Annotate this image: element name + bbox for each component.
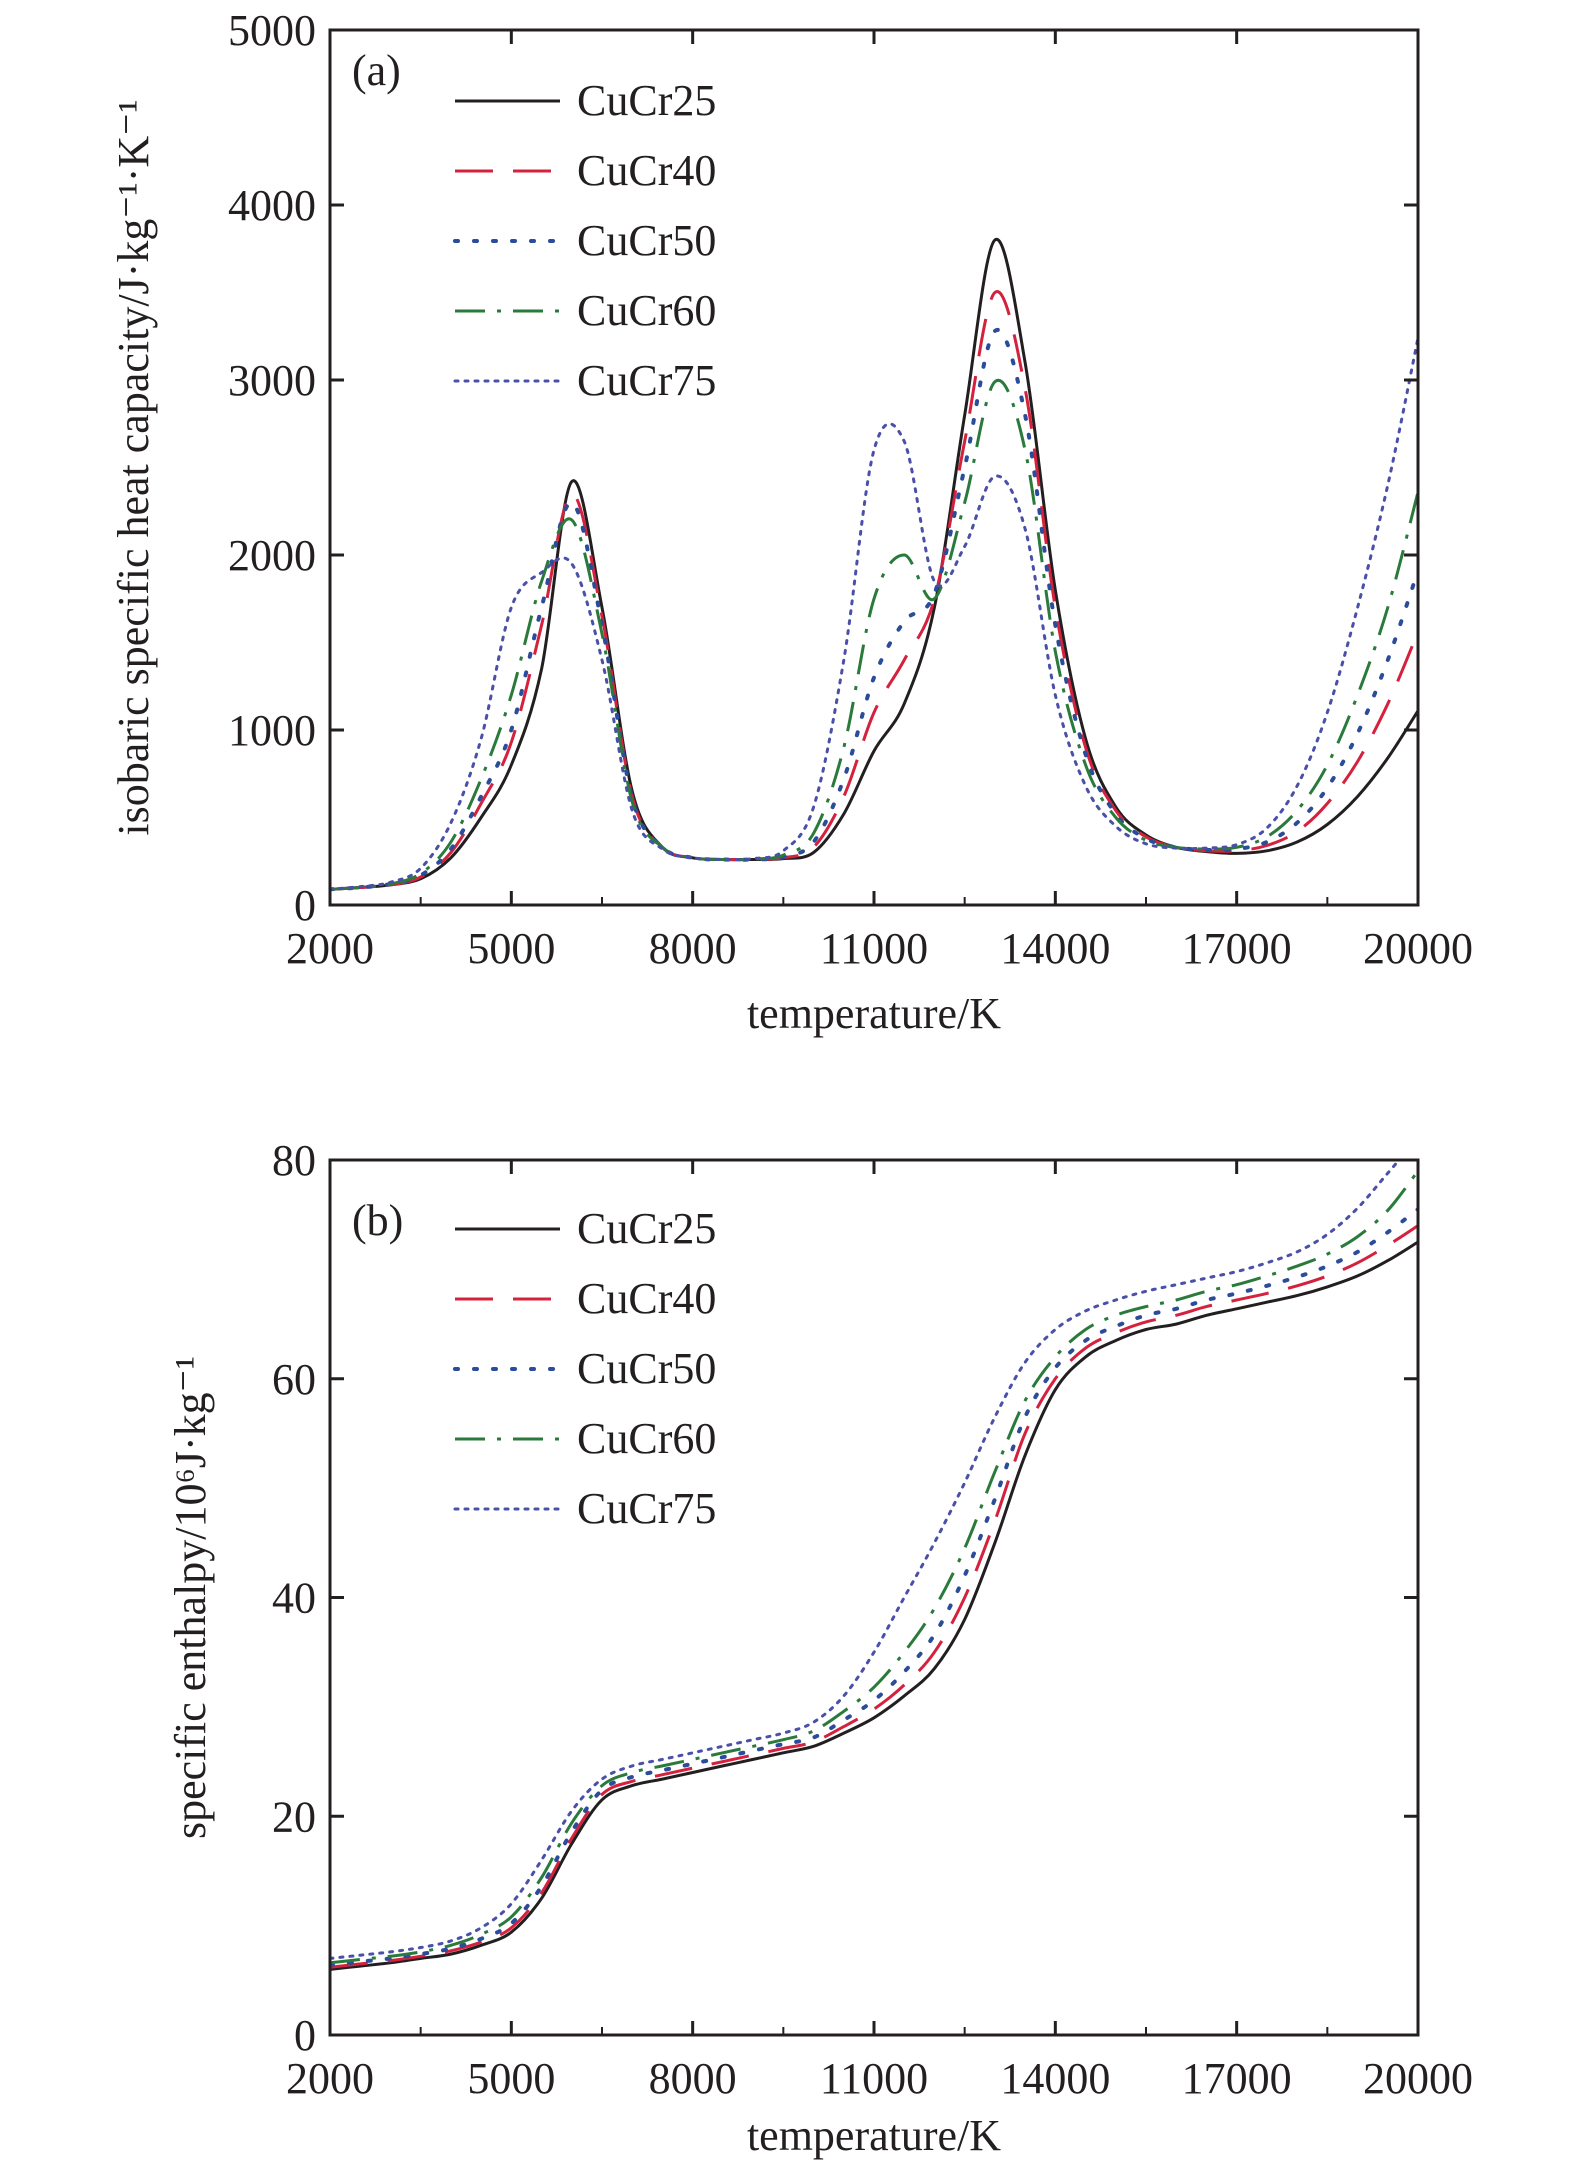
plot-frame	[328, 1158, 1420, 2037]
legend-label-cucr50: CuCr50	[577, 216, 716, 265]
legend-label-cucr40: CuCr40	[577, 1274, 716, 1323]
x-tick-label: 20000	[1363, 2054, 1473, 2103]
x-tick-label: 11000	[820, 2054, 928, 2103]
x-axis-title: temperature/K	[747, 989, 1001, 1038]
y-axis-title: isobaric specific heat capacity/J·kg⁻¹·K…	[109, 99, 158, 835]
y-tick-label: 3000	[228, 356, 316, 405]
plot-frame	[328, 28, 1420, 907]
panel-label: (a)	[352, 46, 401, 95]
y-tick-label: 80	[272, 1136, 316, 1185]
series-line-cucr40	[330, 1224, 1418, 1969]
y-tick-label: 5000	[228, 6, 316, 55]
legend-label-cucr40: CuCr40	[577, 146, 716, 195]
series-line-cucr75	[330, 1160, 1402, 1960]
y-tick-label: 1000	[228, 706, 316, 755]
panel-label: (b)	[352, 1196, 403, 1245]
y-tick-label: 4000	[228, 181, 316, 230]
x-tick-label: 20000	[1363, 924, 1473, 973]
chart-panel-b: 2000 5000 8000 11000 14000 17000 20000 0 20 40 60 8…	[166, 1136, 1473, 2160]
legend-label-cucr25: CuCr25	[577, 76, 716, 125]
chart-panel-a: 2000 5000 8000 11000 14000 17000 20000 0 1000 200…	[109, 6, 1473, 1038]
y-axis-title: specific enthalpy/10⁶J·kg⁻¹	[166, 1356, 215, 1839]
x-tick-label: 11000	[820, 924, 928, 973]
legend-label-cucr25: CuCr25	[577, 1204, 716, 1253]
x-tick-label: 17000	[1182, 924, 1292, 973]
x-tick-label: 17000	[1182, 2054, 1292, 2103]
legend-label-cucr75: CuCr75	[577, 1484, 716, 1533]
series-line-cucr50	[330, 1207, 1418, 1967]
y-tick-label: 0	[294, 2011, 316, 2060]
x-tick-label: 14000	[1000, 924, 1110, 973]
series-line-cucr25	[330, 237, 1418, 891]
y-tick-label: 20	[272, 1792, 316, 1841]
series-line-cucr75	[330, 336, 1418, 891]
x-tick-label: 8000	[649, 2054, 737, 2103]
legend-label-cucr60: CuCr60	[577, 286, 716, 335]
y-tick-label: 0	[294, 881, 316, 930]
x-tick-label: 2000	[286, 2054, 374, 2103]
y-tick-label: 60	[272, 1355, 316, 1404]
x-tick-label: 5000	[467, 2054, 555, 2103]
series-line-cucr40	[330, 290, 1418, 891]
series-line-cucr25	[330, 1240, 1418, 1971]
x-tick-label: 2000	[286, 924, 374, 973]
x-tick-label: 14000	[1000, 2054, 1110, 2103]
y-tick-label: 40	[272, 1574, 316, 1623]
series-line-cucr60	[330, 1169, 1418, 1965]
legend-label-cucr75: CuCr75	[577, 356, 716, 405]
x-tick-label: 8000	[649, 924, 737, 973]
x-axis-title: temperature/K	[747, 2111, 1001, 2160]
x-tick-label: 5000	[467, 924, 555, 973]
series-line-cucr50	[330, 327, 1418, 892]
legend-label-cucr60: CuCr60	[577, 1414, 716, 1463]
series-line-cucr60	[330, 378, 1418, 891]
legend-label-cucr50: CuCr50	[577, 1344, 716, 1393]
y-tick-label: 2000	[228, 531, 316, 580]
